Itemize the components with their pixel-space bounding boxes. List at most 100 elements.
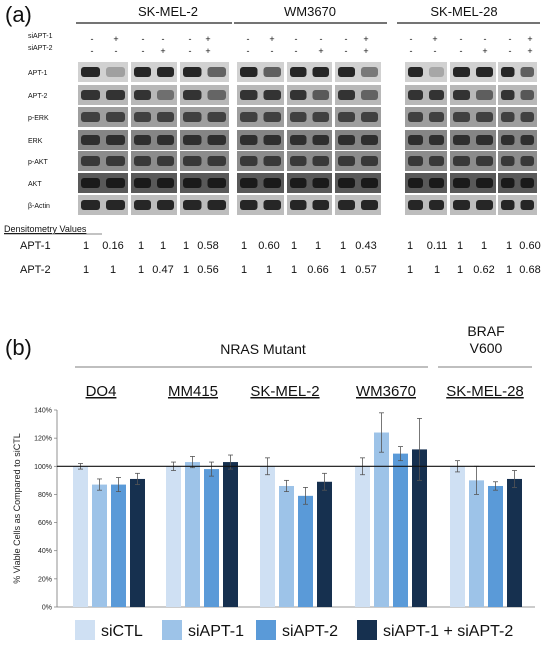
- treatment-row-label: siAPT-2: [28, 45, 53, 52]
- blot-band: [408, 178, 423, 188]
- bar: [279, 485, 294, 607]
- treatment-sign: -: [410, 46, 413, 56]
- blot-band: [290, 90, 307, 100]
- y-tick-label: 40%: [38, 548, 52, 555]
- blot-band: [429, 112, 444, 122]
- treatment-sign: -: [142, 34, 145, 44]
- treatment-sign: +: [160, 46, 165, 56]
- densitometry-value: 0.60: [519, 240, 540, 252]
- treatment-sign: -: [509, 34, 512, 44]
- blot-band: [183, 156, 202, 166]
- blot-band: [408, 67, 423, 77]
- legend-swatch: [162, 620, 182, 640]
- blot-band: [290, 178, 307, 188]
- blot-band: [134, 67, 151, 77]
- blot-band: [501, 178, 515, 188]
- blot-band: [106, 90, 125, 100]
- blot-band: [263, 156, 281, 166]
- bar: [507, 478, 522, 607]
- blot-band: [240, 67, 258, 77]
- bar: [450, 466, 465, 607]
- blot-band: [183, 178, 202, 188]
- blot-band: [408, 200, 423, 210]
- densitometry-value: 1: [506, 264, 512, 276]
- blot-band: [240, 156, 258, 166]
- blot-band: [207, 200, 226, 210]
- treatment-sign: -: [484, 34, 487, 44]
- blot-band: [476, 90, 493, 100]
- blot-band: [81, 178, 100, 188]
- blot-band: [408, 156, 423, 166]
- bar: [223, 462, 238, 607]
- densitometry-value: 1: [434, 264, 440, 276]
- blot-band: [338, 90, 355, 100]
- blot-band: [312, 156, 329, 166]
- blot-band: [134, 200, 151, 210]
- blot-band: [429, 156, 444, 166]
- treatment-sign: -: [189, 46, 192, 56]
- treatment-sign: +: [205, 34, 210, 44]
- densitometry-value: 0.60: [258, 240, 279, 252]
- blot-band: [134, 90, 151, 100]
- bar: [488, 485, 503, 607]
- bar: [412, 449, 427, 607]
- densitometry-value: 1: [138, 240, 144, 252]
- blot-band: [338, 112, 355, 122]
- densitometry-value: 1: [340, 264, 346, 276]
- blot-band: [81, 156, 100, 166]
- densitometry-value: 1: [457, 264, 463, 276]
- blot-band: [81, 200, 100, 210]
- y-tick-label: 120%: [34, 436, 52, 443]
- blot-band: [263, 135, 281, 145]
- blot-band: [263, 112, 281, 122]
- blot-band: [312, 200, 329, 210]
- densitometry-row-label: APT-2: [20, 264, 51, 276]
- densitometry-value: 1: [407, 240, 413, 252]
- treatment-sign: +: [527, 46, 532, 56]
- blot-band: [429, 135, 444, 145]
- blot-band: [106, 135, 125, 145]
- blot-band: [134, 112, 151, 122]
- blot-band: [520, 112, 534, 122]
- blot-band: [106, 156, 125, 166]
- blot-band: [157, 90, 174, 100]
- densitometry-value: 1: [457, 240, 463, 252]
- treatment-sign: -: [295, 34, 298, 44]
- y-tick-label: 140%: [34, 408, 52, 415]
- densitometry-value: 1: [138, 264, 144, 276]
- blot-band: [290, 112, 307, 122]
- blot-band: [520, 200, 534, 210]
- blot-band: [207, 90, 226, 100]
- blot-band: [476, 67, 493, 77]
- bar: [260, 466, 275, 607]
- blot-band: [290, 135, 307, 145]
- blot-band: [520, 135, 534, 145]
- blot-band: [81, 67, 100, 77]
- densitometry-value: 1: [183, 240, 189, 252]
- blot-band: [361, 178, 378, 188]
- bar: [204, 469, 219, 607]
- blot-band: [453, 200, 470, 210]
- blot-band: [338, 156, 355, 166]
- bar: [92, 484, 107, 607]
- blot-band: [429, 67, 444, 77]
- blot-band: [134, 156, 151, 166]
- densitometry-value: 1: [110, 264, 116, 276]
- blot-band: [134, 135, 151, 145]
- y-tick-label: 80%: [38, 492, 52, 499]
- blot-band: [501, 200, 515, 210]
- blot-band: [453, 90, 470, 100]
- blot-band: [408, 135, 423, 145]
- treatment-sign: +: [269, 34, 274, 44]
- bar: [130, 478, 145, 607]
- treatment-sign: +: [482, 46, 487, 56]
- treatment-sign: +: [432, 34, 437, 44]
- blot-band: [183, 135, 202, 145]
- category-label: DO4: [86, 383, 117, 400]
- blot-band: [106, 200, 125, 210]
- blot-band: [81, 112, 100, 122]
- treatment-sign: -: [410, 34, 413, 44]
- blot-band: [263, 200, 281, 210]
- treatment-sign: +: [527, 34, 532, 44]
